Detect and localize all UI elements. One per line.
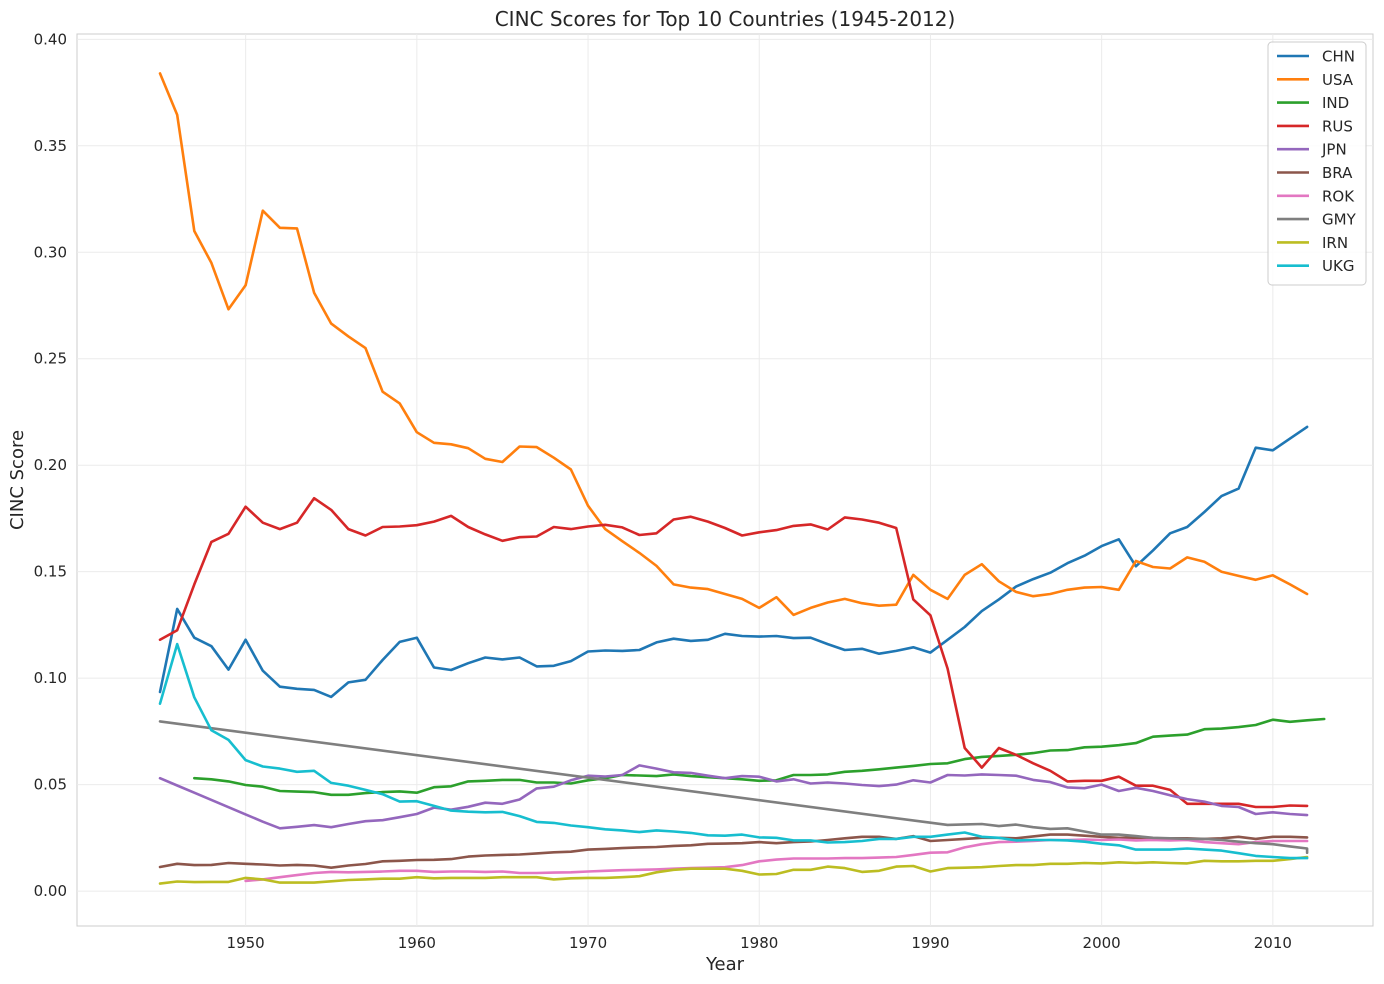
legend-label: USA bbox=[1322, 71, 1354, 89]
y-axis-title: CINC Score bbox=[7, 430, 28, 530]
series-line-rus bbox=[158, 496, 1309, 809]
legend-label: CHN bbox=[1322, 48, 1355, 66]
legend-label: UKG bbox=[1322, 257, 1354, 275]
y-tick-label: 0.00 bbox=[34, 882, 67, 900]
series-line-bra bbox=[158, 833, 1309, 870]
series-line-chn bbox=[158, 425, 1309, 699]
legend-label: ROK bbox=[1322, 187, 1355, 205]
tick-labels: 1950 1960 1970 1980 1990 2000 2010 0.00 0.05 0.10… bbox=[34, 30, 1292, 952]
chart-title: CINC Scores for Top 10 Countries (1945-2… bbox=[495, 7, 956, 31]
legend-label: BRA bbox=[1322, 164, 1353, 182]
y-tick-label: 0.20 bbox=[34, 456, 67, 474]
x-tick-label: 1980 bbox=[740, 934, 778, 952]
series-line-gmy bbox=[158, 720, 1309, 855]
y-tick-label: 0.40 bbox=[34, 30, 67, 48]
grid-lines bbox=[77, 34, 1373, 926]
plot-area bbox=[76, 33, 1374, 927]
x-axis-title: Year bbox=[705, 954, 745, 975]
x-tick-label: 2000 bbox=[1083, 934, 1121, 952]
y-tick-label: 0.30 bbox=[34, 243, 67, 261]
x-tick-label: 1950 bbox=[227, 934, 265, 952]
legend: CHN USA IND RUS JPN BRA ROK GMY IRN UKG bbox=[1267, 41, 1367, 286]
x-tick-label: 1990 bbox=[911, 934, 949, 952]
series-line-jpn bbox=[158, 764, 1309, 830]
x-tick-label: 1960 bbox=[398, 934, 436, 952]
series-line-usa bbox=[158, 72, 1309, 617]
series-line-rok bbox=[244, 838, 1309, 883]
legend-label: IND bbox=[1322, 94, 1349, 112]
series-lines bbox=[158, 72, 1326, 885]
legend-label: RUS bbox=[1322, 117, 1353, 135]
legend-label: JPN bbox=[1321, 141, 1347, 159]
legend-label: GMY bbox=[1322, 211, 1357, 229]
series-line-ind bbox=[193, 717, 1326, 797]
x-tick-label: 2010 bbox=[1254, 934, 1292, 952]
y-tick-label: 0.05 bbox=[34, 776, 67, 794]
y-tick-label: 0.15 bbox=[34, 563, 67, 581]
legend-label: IRN bbox=[1322, 234, 1348, 252]
series-line-ukg bbox=[158, 642, 1309, 860]
x-tick-label: 1970 bbox=[569, 934, 607, 952]
y-tick-label: 0.10 bbox=[34, 669, 67, 687]
y-tick-label: 0.35 bbox=[34, 137, 67, 155]
y-tick-label: 0.25 bbox=[34, 350, 67, 368]
series-line-irn bbox=[158, 855, 1309, 885]
